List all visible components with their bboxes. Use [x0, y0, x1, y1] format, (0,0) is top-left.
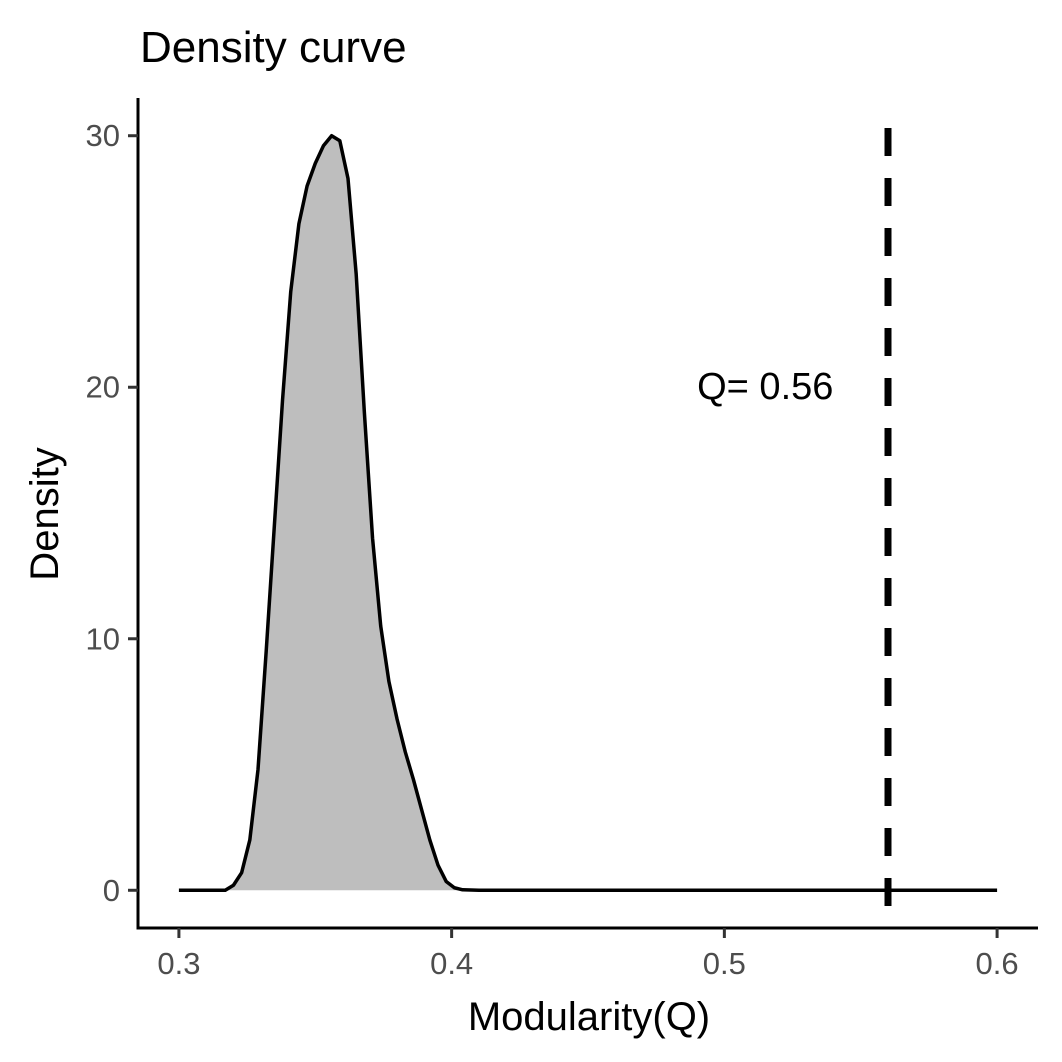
y-tick-label: 10	[86, 621, 120, 656]
annotation-q-value: Q= 0.56	[697, 366, 833, 408]
x-tick-label: 0.4	[430, 946, 473, 981]
y-tick-label: 30	[86, 118, 120, 153]
y-axis-title: Density	[23, 447, 67, 580]
y-tick-label: 20	[86, 370, 120, 405]
x-tick-label: 0.5	[703, 946, 746, 981]
x-axis-title: Modularity(Q)	[468, 995, 710, 1039]
y-tick-label: 0	[103, 873, 120, 908]
density-curve-line	[178, 133, 998, 893]
chart-title: Density curve	[140, 23, 407, 72]
x-tick-label: 0.6	[976, 946, 1019, 981]
plot-area: Q= 0.56 0.3 0.4 0.5 0.6 0 10 20 30	[86, 98, 1038, 981]
x-tick-label: 0.3	[157, 946, 200, 981]
density-area-fill	[178, 135, 998, 891]
